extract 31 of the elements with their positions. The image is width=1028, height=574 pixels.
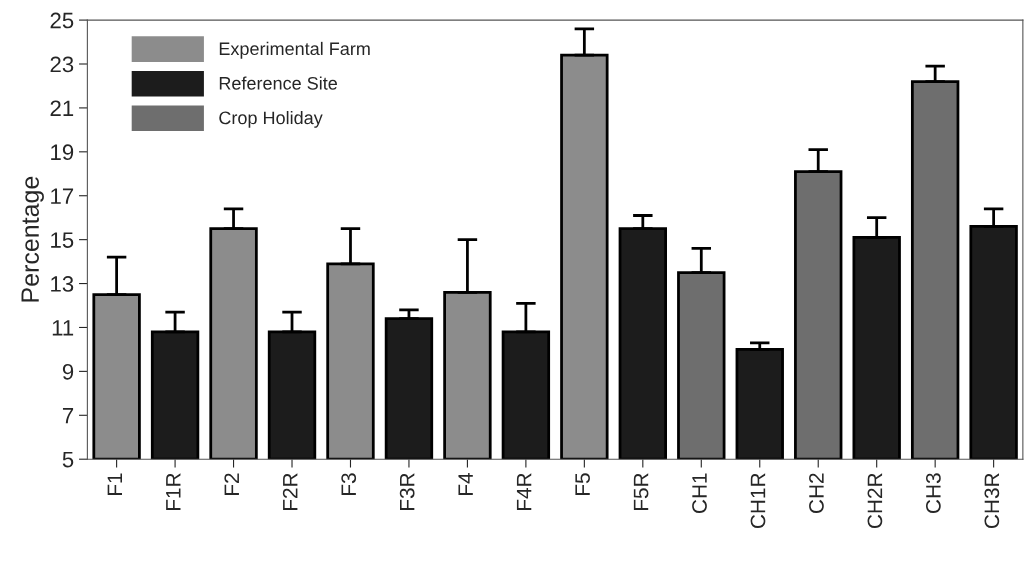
x-tick-label: F3 <box>341 473 357 495</box>
y-tick-label: 25 <box>50 12 74 29</box>
x-tick-label: CH2 <box>809 473 824 514</box>
x-tick-label: CH3 <box>926 473 941 514</box>
y-tick-label: 11 <box>52 320 74 336</box>
x-tick-label: F1R <box>166 473 181 511</box>
x-tick-label: F2 <box>224 473 239 495</box>
y-axis-title: Percentage <box>21 176 44 302</box>
x-tick-label: CH3R <box>984 473 1000 529</box>
x-tick-label: CH2R <box>867 473 883 529</box>
legend-label: Experimental Farm <box>219 41 370 59</box>
y-tick-label: 9 <box>62 363 74 380</box>
y-tick-label: 7 <box>62 408 74 424</box>
x-tick-label: F3R <box>399 473 415 511</box>
y-tick-label: 21 <box>50 100 74 116</box>
x-tick-label: CH1 <box>692 473 707 514</box>
x-tick-label: CH1R <box>750 473 766 529</box>
y-tick-label: 23 <box>50 56 74 73</box>
x-tick-label: F5 <box>575 473 590 495</box>
x-tick-label: F4 <box>458 473 473 495</box>
x-tick-label: F5R <box>633 473 649 511</box>
x-tick-label: F1 <box>107 473 122 495</box>
x-tick-label: F2R <box>282 473 298 511</box>
y-tick-label: 5 <box>62 451 74 468</box>
y-tick-label: 15 <box>51 232 74 248</box>
y-tick-label: 17 <box>51 188 74 204</box>
legend-label: Reference Site <box>219 76 337 90</box>
x-tick-label: F4R <box>516 473 532 511</box>
legend-label: Crop Holiday <box>219 111 323 128</box>
y-tick-label: 13 <box>51 276 74 292</box>
y-tick-label: 19 <box>51 144 74 161</box>
